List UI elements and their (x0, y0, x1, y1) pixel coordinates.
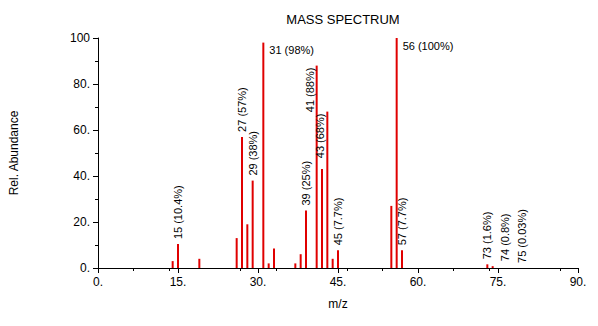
svg-text:60.: 60. (410, 275, 427, 289)
svg-text:31 (98%): 31 (98%) (269, 44, 314, 56)
svg-text:75 (0.03%): 75 (0.03%) (516, 209, 528, 263)
svg-text:27 (57%): 27 (57%) (236, 87, 248, 132)
svg-text:30.: 30. (250, 275, 267, 289)
svg-text:0.: 0. (80, 261, 90, 275)
svg-text:40.: 40. (73, 169, 90, 183)
svg-text:41 (88%): 41 (88%) (304, 68, 316, 113)
svg-text:29 (38%): 29 (38%) (247, 131, 259, 176)
svg-text:74 (0.8%): 74 (0.8%) (499, 213, 511, 261)
svg-text:15 (10.4%): 15 (10.4%) (172, 185, 184, 239)
svg-text:57 (7.7%): 57 (7.7%) (396, 198, 408, 246)
svg-text:100: 100 (70, 31, 90, 45)
svg-text:90.: 90. (570, 275, 587, 289)
svg-text:39 (25%): 39 (25%) (300, 161, 312, 206)
svg-text:20.: 20. (73, 215, 90, 229)
svg-text:Rel. Abundance: Rel. Abundance (7, 110, 21, 195)
svg-text:73 (1.6%): 73 (1.6%) (481, 212, 493, 260)
svg-text:56 (100%): 56 (100%) (403, 40, 454, 52)
svg-text:45.: 45. (330, 275, 347, 289)
svg-text:60.: 60. (73, 123, 90, 137)
svg-text:75.: 75. (490, 275, 507, 289)
svg-text:m/z: m/z (328, 297, 347, 311)
svg-text:45 (7.7%): 45 (7.7%) (332, 198, 344, 246)
svg-text:0.: 0. (93, 275, 103, 289)
svg-text:15.: 15. (170, 275, 187, 289)
svg-text:43 (68%): 43 (68%) (314, 114, 326, 159)
svg-text:MASS SPECTRUM: MASS SPECTRUM (286, 12, 399, 27)
svg-text:80.: 80. (73, 77, 90, 91)
